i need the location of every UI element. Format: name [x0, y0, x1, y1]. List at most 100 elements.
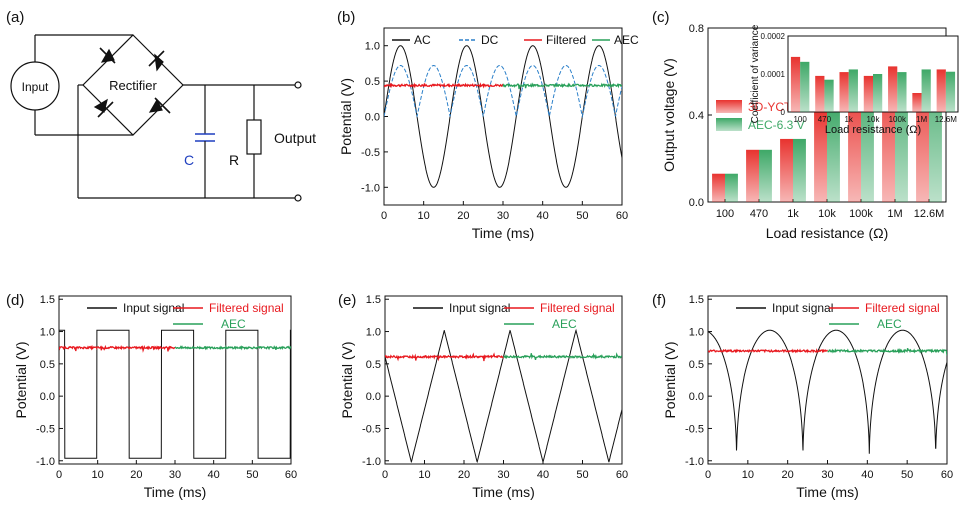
- series-line-aec: [503, 352, 622, 361]
- x-tick-label: 1k: [787, 208, 799, 220]
- legend-entry: AEC: [614, 33, 639, 47]
- plot-frame: [384, 295, 623, 465]
- series-line-aec: [502, 82, 622, 90]
- series-line-filtered: [384, 82, 504, 89]
- x-tick-label: 10k: [818, 208, 836, 220]
- output-label: Output: [274, 130, 316, 146]
- x-tick-label: 20: [458, 469, 470, 481]
- diode-icon: [148, 98, 163, 113]
- x-tick-label: 40: [537, 210, 549, 222]
- x-axis-label: Time (ms): [144, 484, 206, 500]
- inset-x-tick-label: 10k: [867, 115, 881, 124]
- bridge-rectifier: [82, 34, 184, 136]
- legend-entry: AEC: [221, 317, 246, 331]
- y-tick-label: 0.0: [365, 112, 380, 124]
- series-line-input-signal: [59, 329, 291, 459]
- x-tick-label: 60: [616, 210, 628, 222]
- x-tick-label: 30: [497, 469, 509, 481]
- x-tick-label: 40: [861, 469, 873, 481]
- inset-x-tick-label: 100: [793, 115, 807, 124]
- y-axis-label: Potential (V): [662, 341, 678, 418]
- x-tick-label: 470: [750, 208, 768, 220]
- inset-x-tick-label: 12.6M: [935, 115, 958, 124]
- inset-x-tick-label: 470: [818, 115, 832, 124]
- y-tick-label: 1.5: [366, 294, 381, 306]
- y-tick-label: -0.5: [362, 423, 381, 435]
- x-tick-label: 40: [537, 469, 549, 481]
- x-tick-label: 0: [705, 469, 711, 481]
- chart-e: 0 10 20 30 40 50 60 -1.0 -0.5 0.0 0.5 1.0 1.5 Time (m…: [339, 294, 628, 500]
- x-tick-label: 60: [616, 469, 628, 481]
- chart-b: 0 10 20 30 40 50 60 -1.0 -0.5 0.0 0.5 1.0 Time (ms) P…: [338, 27, 639, 241]
- charts-layer: 0 10 20 30 40 50 60 -1.0 -0.5 0.0 0.5 1.0 Time (ms) P…: [13, 23, 959, 500]
- inset-bar: [945, 71, 956, 112]
- chart-f: 0 10 20 30 40 50 60 -1.0 -0.5 0.0 0.5 1.0 1.5 Time (m…: [662, 294, 953, 500]
- series-line-input-signal: [708, 329, 947, 454]
- x-tick-label: 50: [246, 469, 258, 481]
- series-group: [384, 45, 622, 188]
- x-tick-label: 50: [901, 469, 913, 481]
- x-tick-label: 10: [418, 469, 430, 481]
- y-tick-label: 0.5: [366, 359, 381, 371]
- series-line-filtered-signal: [708, 348, 828, 354]
- capacitor-label: C: [184, 152, 194, 168]
- legend-swatch: [716, 100, 742, 113]
- inset-chart: 100 470 1k 10k 100k 1M 12.6M 0 0.0001 0.0002 Load …: [750, 24, 959, 136]
- y-tick-label: 0.0: [366, 391, 381, 403]
- x-tick-label: 40: [208, 469, 220, 481]
- resistor-label: R: [229, 152, 239, 168]
- output-terminal-bottom: [294, 194, 302, 202]
- x-tick-label: 0: [381, 210, 387, 222]
- circuit-diagram: (a) I: [6, 9, 316, 202]
- chart-d: 0 10 20 30 40 50 60 -1.0 -0.5 0.0 0.5 1.0 1.5 Time (m…: [13, 294, 297, 500]
- y-tick-label: -0.5: [36, 423, 55, 435]
- y-tick-label: 1.5: [40, 294, 55, 306]
- legend-entry: Filtered signal: [865, 301, 940, 315]
- legend: Input signal Filtered signal AEC: [87, 301, 284, 331]
- plot-frame: [383, 27, 623, 206]
- y-tick-label: 1.0: [366, 327, 381, 339]
- x-tick-label: 50: [576, 469, 588, 481]
- inset-x-tick-label: 1M: [916, 115, 927, 124]
- bar: [848, 84, 861, 202]
- legend-swatch: [716, 118, 742, 131]
- series-line-aec: [827, 347, 947, 356]
- x-tick-label: 20: [457, 210, 469, 222]
- inset-bar: [936, 69, 946, 112]
- inset-bar: [790, 56, 801, 112]
- y-axis-label: Potential (V): [338, 78, 354, 155]
- y-tick-label: 0.0: [40, 391, 55, 403]
- bar: [759, 149, 772, 202]
- x-tick-label: 60: [285, 469, 297, 481]
- legend-entry: Filtered: [546, 33, 586, 47]
- x-tick-label: 20: [130, 469, 142, 481]
- inset-bar: [848, 69, 858, 112]
- legend-entry: AEC: [552, 317, 577, 331]
- y-tick-label: -0.5: [685, 423, 704, 435]
- legend-entry: AC: [414, 33, 431, 47]
- y-tick-label: 0.4: [689, 110, 704, 122]
- y-tick-label: 0.5: [40, 359, 55, 371]
- inset-bar: [824, 79, 834, 112]
- x-tick-label: 30: [821, 469, 833, 481]
- y-tick-label: 1.0: [689, 327, 704, 339]
- inset-bar: [815, 75, 825, 112]
- diode-icon: [154, 53, 164, 72]
- y-tick-label: -1.0: [36, 456, 55, 468]
- series-group: [59, 329, 291, 459]
- bar: [746, 149, 759, 202]
- inset-x-tick-label: 1k: [844, 115, 853, 124]
- diode-icon: [93, 98, 108, 113]
- inset-y-tick-label: 0.0002: [761, 32, 786, 41]
- legend-entry: Filtered signal: [540, 301, 615, 315]
- inset-bar: [912, 93, 922, 112]
- legend-entry: Input signal: [772, 301, 833, 315]
- y-axis-label: Potential (V): [13, 341, 29, 418]
- y-tick-label: -1.0: [685, 456, 704, 468]
- y-tick-label: 0.0: [689, 197, 704, 209]
- inset-bar: [888, 66, 898, 112]
- bar: [793, 138, 806, 202]
- inset-y-tick-label: 0: [781, 108, 786, 117]
- x-tick-label: 10: [92, 469, 104, 481]
